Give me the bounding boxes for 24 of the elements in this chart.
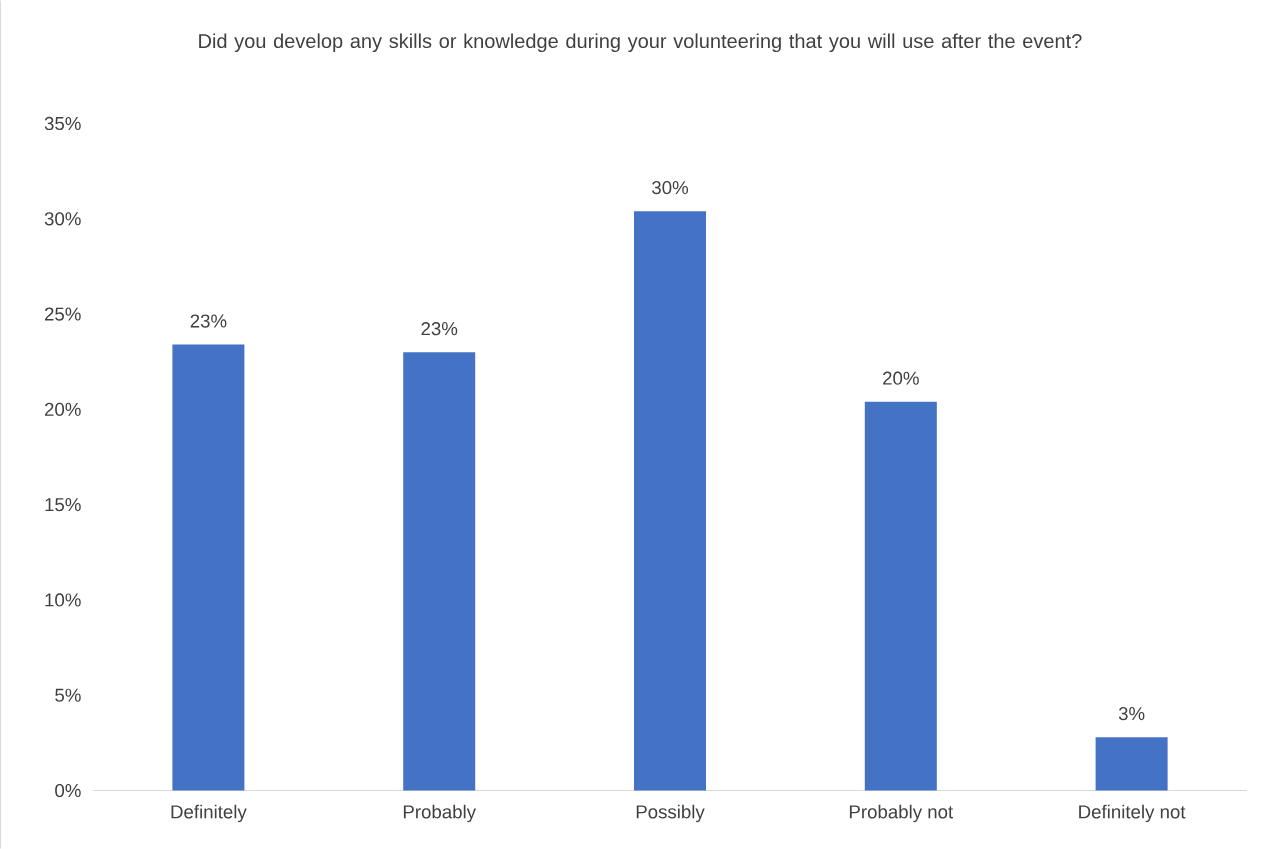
data-label: 23% [421, 322, 458, 336]
bar [864, 401, 937, 791]
x-tick-label: Definitely not [1079, 804, 1186, 823]
data-label: 20% [883, 371, 919, 385]
x-tick-label: Probably [403, 804, 476, 823]
y-tick-label: 25% [44, 307, 81, 321]
data-label: 23% [190, 314, 227, 328]
x-tick-label: Definitely [171, 804, 247, 823]
bar [1095, 737, 1168, 791]
data-label: 3% [1118, 706, 1145, 721]
y-tick-label: 10% [45, 593, 81, 607]
x-tick-label: Probably not [849, 804, 954, 823]
y-tick-label: 0% [55, 783, 81, 798]
y-tick-label: 35% [44, 116, 81, 131]
x-tick-label: Possibly [636, 804, 705, 823]
y-tick-label: 30% [44, 212, 81, 226]
y-tick-label: 20% [44, 402, 81, 416]
chart-title: Did you develop any skills or knowledge during your volunteering that you will use after the event? [199, 33, 1082, 53]
data-label: 30% [652, 181, 689, 195]
y-tick-label: 5% [55, 688, 81, 702]
y-tick-label: 15% [45, 498, 81, 512]
bar [634, 211, 707, 791]
bar [172, 344, 245, 791]
bar [403, 352, 476, 791]
